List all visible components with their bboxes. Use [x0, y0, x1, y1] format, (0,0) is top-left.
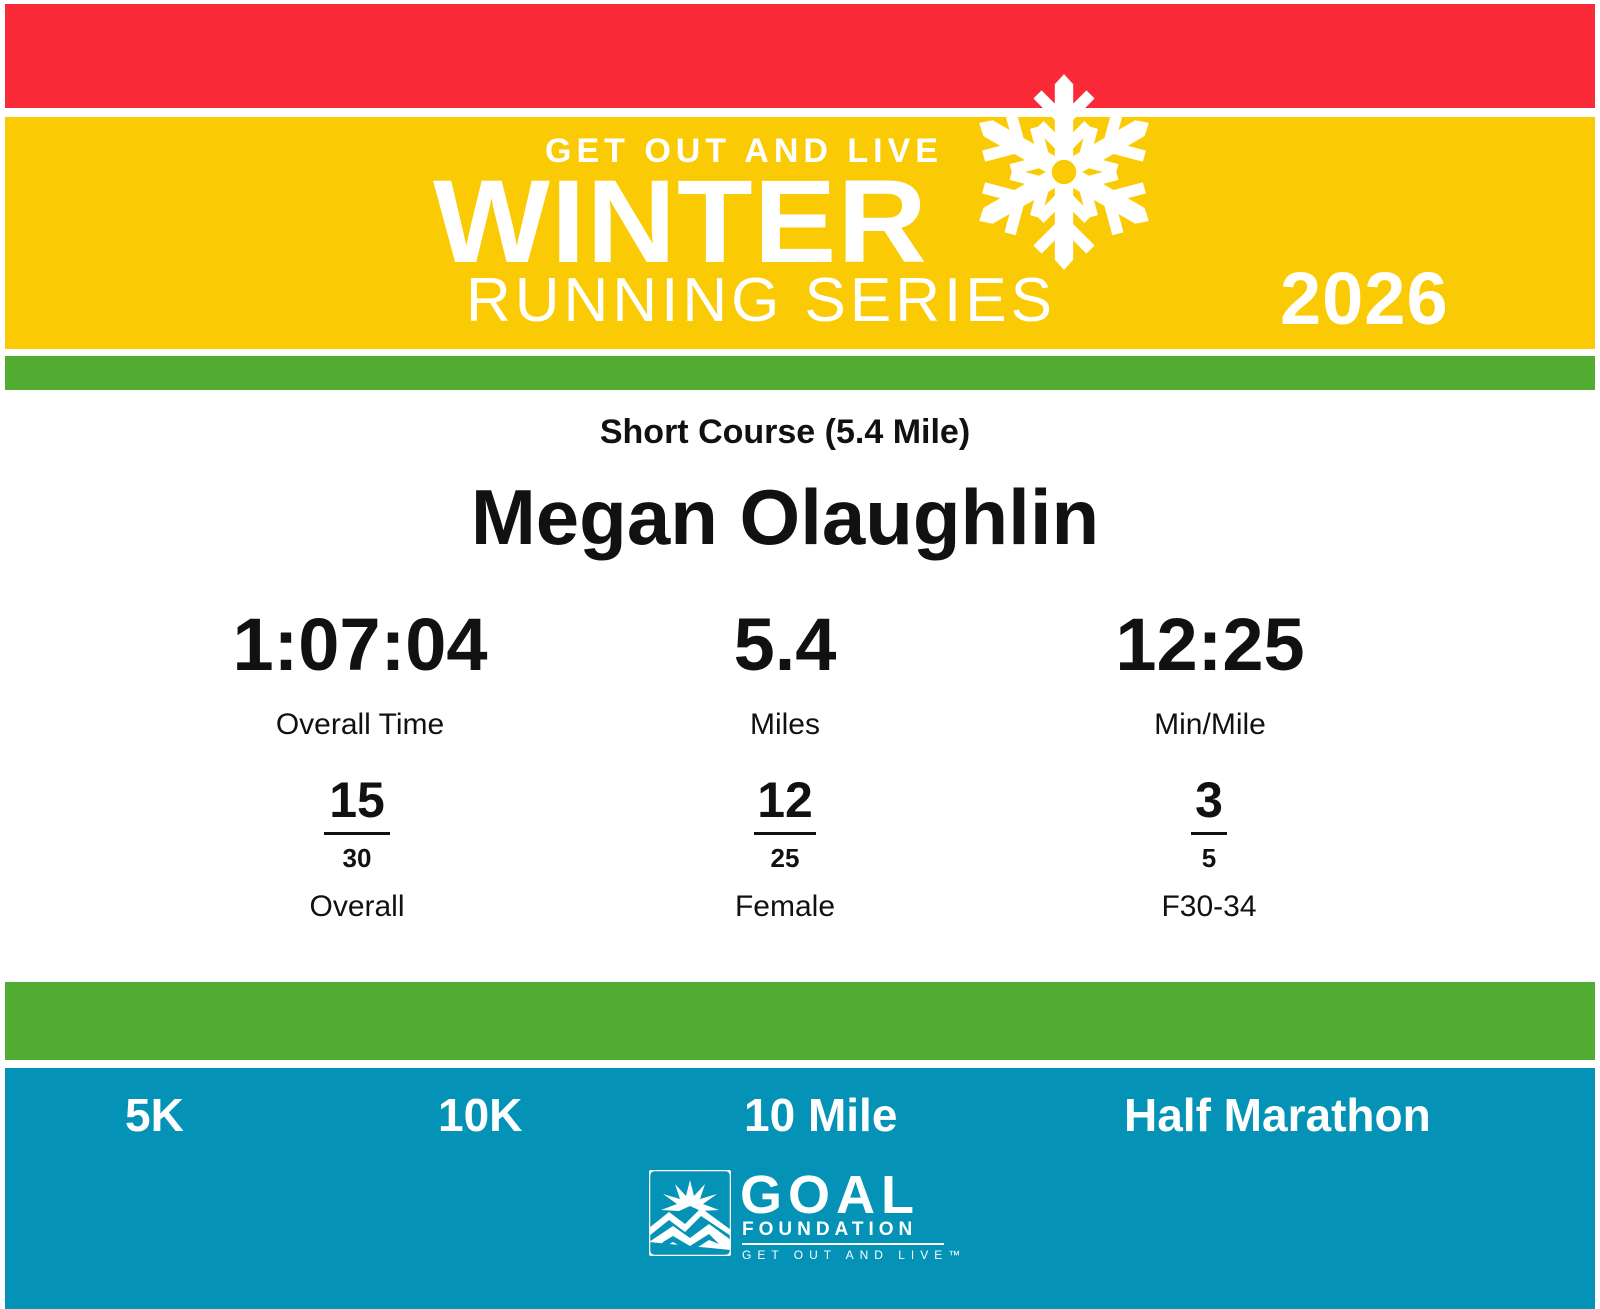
footer-blue-band: [5, 1068, 1595, 1309]
stat-label: Min/Mile: [1154, 708, 1266, 741]
rank-place: 12: [757, 772, 813, 828]
mountain-sun-icon: [649, 1170, 731, 1256]
rank-age-group: 3 5 F30-34: [999, 775, 1419, 924]
rank-total: 30: [342, 843, 372, 873]
stat-miles: 5.4 Miles: [575, 608, 995, 742]
rank-overall: 15 30 Overall: [147, 775, 567, 924]
rank-label: Female: [734, 890, 836, 923]
header-title: WINTER: [433, 156, 928, 288]
race-half-marathon: Half Marathon: [1124, 1089, 1431, 1141]
header-subtitle: RUNNING SERIES: [466, 266, 1056, 335]
top-green-band: [5, 356, 1595, 390]
stat-value: 1:07:04: [232, 603, 488, 686]
rank-divider: [1191, 832, 1227, 835]
rank-label: F30-34: [1161, 890, 1257, 923]
rank-total: 5: [1201, 843, 1217, 873]
stat-label: Overall Time: [275, 708, 445, 741]
race-10-mile: 10 Mile: [744, 1089, 898, 1141]
rank-total: 25: [770, 843, 800, 873]
stat-label: Miles: [749, 708, 820, 741]
rank-gender: 12 25 Female: [575, 775, 995, 924]
rank-divider: [754, 832, 816, 835]
rank-label: Overall: [309, 890, 405, 923]
rank-divider: [324, 832, 390, 835]
stat-overall-time: 1:07:04 Overall Time: [150, 608, 570, 742]
goal-logo-divider: [742, 1243, 944, 1245]
rank-place: 3: [1195, 772, 1223, 828]
rank-place: 15: [329, 772, 385, 828]
goal-logo-title: GOAL: [740, 1165, 920, 1225]
stat-value: 5.4: [733, 603, 837, 686]
race-5k: 5K: [125, 1089, 184, 1141]
stat-value: 12:25: [1115, 603, 1305, 686]
header-year: 2026: [1280, 257, 1449, 340]
header-tagline: GET OUT AND LIVE: [545, 132, 943, 170]
stat-pace: 12:25 Min/Mile: [1000, 608, 1420, 742]
race-10k: 10K: [438, 1089, 523, 1141]
snowflake-icon: [963, 74, 1165, 270]
header-yellow-band: [5, 117, 1595, 349]
top-red-band: [5, 4, 1595, 108]
goal-logo-tagline: GET OUT AND LIVE™: [742, 1248, 967, 1262]
goal-logo-subtitle: FOUNDATION: [742, 1219, 918, 1240]
course-title: Short Course (5.4 Mile): [599, 413, 971, 451]
bottom-green-band: [5, 982, 1595, 1060]
runner-name: Megan Olaughlin: [470, 473, 1100, 561]
